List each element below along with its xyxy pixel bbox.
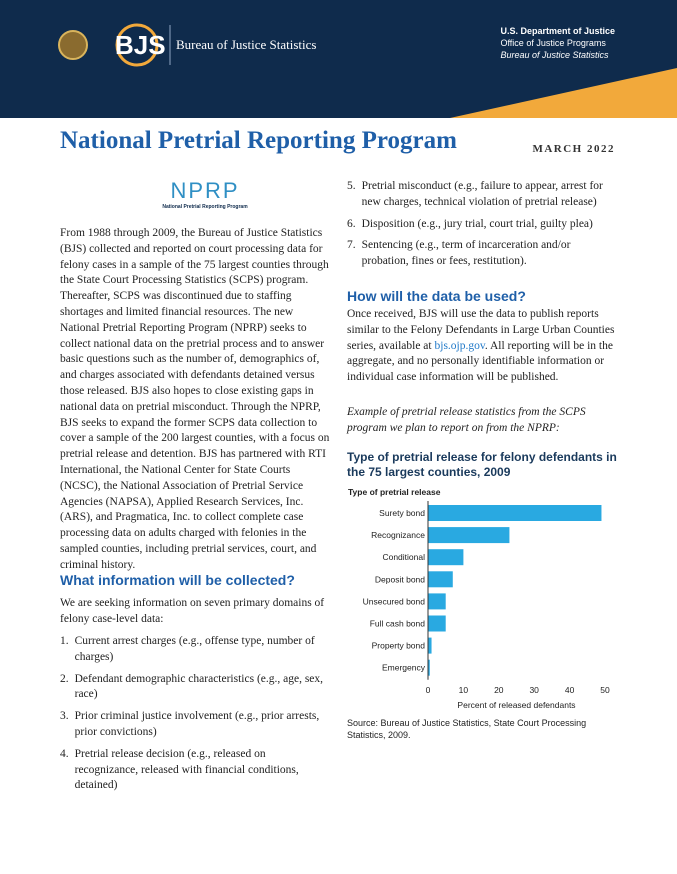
nprp-letters: NPRP [170, 178, 240, 203]
bar [428, 615, 446, 632]
list-number: 6. [347, 217, 356, 230]
agency-block: U.S. Department of Justice Office of Jus… [500, 25, 615, 61]
office: Office of Justice Programs [500, 38, 606, 48]
list-item: 3. Prior criminal justice involvement (e.… [60, 709, 330, 741]
x-tick-label: 40 [565, 685, 575, 695]
y-tick-label: Deposit bond [375, 574, 425, 584]
bar [428, 659, 430, 676]
list-item: 1. Current arrest charges (e.g., offense … [60, 634, 330, 666]
list-left: 1. Current arrest charges (e.g., offense … [60, 634, 330, 794]
heading: How will the data be used? [347, 288, 526, 304]
list-text: Defendant demographic characteristics (e… [74, 672, 324, 701]
date: MARCH 2022 [532, 143, 615, 155]
x-axis-label: Percent of released defendants [457, 700, 575, 710]
bar [428, 505, 602, 521]
nprp-logo: NPRP National Pretrial Reporting Program [150, 178, 260, 210]
list-text: Sentencing (e.g., term of incarceration … [361, 239, 571, 268]
list-text: Current arrest charges (e.g., offense ty… [74, 635, 315, 663]
list-number: 1. [60, 635, 69, 647]
list-number: 3. [60, 710, 69, 723]
heading: What information will be collected? [60, 572, 295, 588]
bar [428, 593, 446, 610]
list-text: Prior criminal justice involvement (e.g.… [74, 710, 320, 738]
bar [428, 549, 464, 566]
y-tick-label: Recognizance [371, 530, 425, 540]
list-right: 5. Pretrial misconduct (e.g., failure to … [347, 179, 617, 270]
list-text: Pretrial release decision (e.g., release… [74, 747, 299, 792]
y-tick-label: Property bond [372, 641, 426, 651]
chart: Type of pretrial release Percent of relea… [348, 487, 610, 710]
nprp-subtitle: National Pretrial Reporting Program [162, 204, 248, 210]
list-number: 2. [60, 672, 69, 685]
bar [428, 527, 510, 544]
bjs-logo: BJS [115, 30, 166, 60]
list-text: Disposition (e.g., jury trial, court tri… [361, 217, 593, 230]
agency: U.S. Department of Justice [500, 26, 615, 36]
bureau: Bureau of Justice Statistics [500, 50, 609, 60]
y-tick-label: Unsecured bond [363, 596, 426, 606]
list-number: 5. [347, 180, 356, 192]
paragraph: We are seeking information on seven prim… [60, 597, 325, 625]
list-item: 2. Defendant demographic characteristics … [60, 672, 330, 704]
y-axis-label: Type of pretrial release [348, 487, 441, 497]
x-tick-label: 0 [426, 685, 431, 695]
y-tick-label: Surety bond [379, 508, 425, 518]
x-tick-label: 10 [459, 685, 469, 695]
x-tick-label: 50 [600, 685, 610, 695]
list-number: 4. [60, 747, 69, 760]
list-item: 5. Pretrial misconduct (e.g., failure to … [347, 179, 617, 211]
y-tick-label: Full cash bond [370, 619, 426, 629]
paragraph: Once received, BJS will use the data to … [347, 307, 617, 386]
chart-source: Source: Bureau of Justice Statistics, St… [347, 718, 587, 740]
caption: Example of pretrial release statistics f… [347, 406, 586, 434]
list-number: 7. [347, 239, 356, 252]
title: National Pretrial Reporting Program [60, 127, 457, 154]
text: Once received, BJS will use the data to … [347, 308, 615, 352]
intro: From 1988 through 2009, the Bureau of Ju… [60, 227, 330, 571]
list-text: Pretrial misconduct (e.g., failure to ap… [361, 180, 603, 208]
header-band [0, 0, 677, 118]
x-tick-label: 20 [494, 685, 504, 695]
bjs-name: Bureau of Justice Statistics [176, 37, 317, 52]
text: . All reporting will be in the aggregate… [347, 339, 613, 384]
list-item: 6. Disposition (e.g., jury trial, court t… [347, 217, 617, 233]
bar [428, 571, 453, 588]
y-tick-label: Emergency [382, 663, 426, 673]
x-tick-label: 30 [529, 685, 539, 695]
bar [428, 637, 432, 654]
y-tick-label: Conditional [382, 552, 425, 562]
list-item: 7. Sentencing (e.g., term of incarceratio… [347, 238, 617, 270]
chart-title: Type of pretrial release for felony defe… [347, 450, 617, 479]
link[interactable]: bjs.ojp.gov [434, 339, 485, 352]
list-item: 4. Pretrial release decision (e.g., relea… [60, 747, 330, 794]
